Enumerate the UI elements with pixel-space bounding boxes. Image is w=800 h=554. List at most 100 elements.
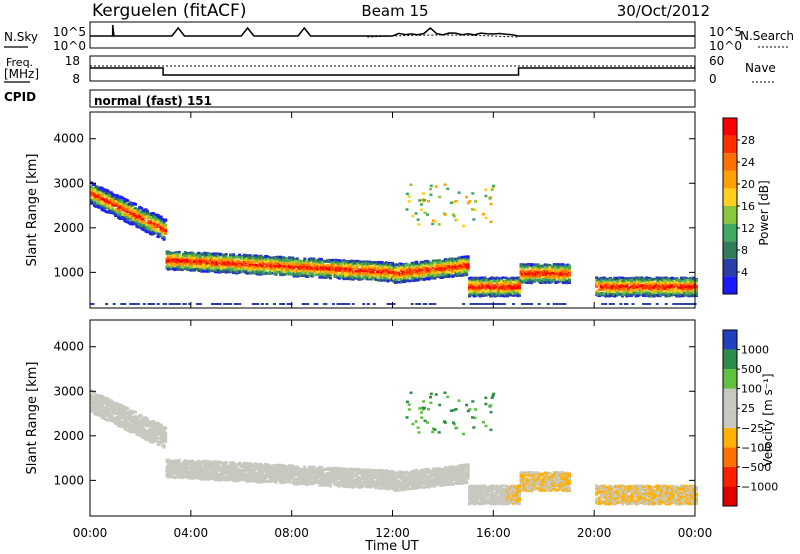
noise-right-tick-top: 10^5	[709, 25, 742, 39]
power-cell	[465, 273, 468, 276]
power-cell	[609, 303, 612, 305]
power-cell	[501, 276, 504, 279]
power-cell	[149, 303, 152, 305]
power-cell	[568, 274, 571, 277]
power-cell	[563, 303, 566, 305]
power-cell	[265, 303, 268, 305]
power-cell	[638, 278, 641, 281]
power-cell	[223, 303, 226, 305]
power-cell	[638, 294, 641, 297]
date-title: 30/Oct/2012	[617, 2, 710, 20]
power-cell	[126, 199, 129, 202]
power-cell	[526, 303, 529, 305]
power-cell	[411, 303, 414, 305]
power-cell	[352, 303, 355, 305]
power-cell	[259, 256, 262, 259]
power-cell	[284, 273, 287, 276]
power-cell	[229, 303, 232, 305]
cpid-label: CPID	[4, 90, 36, 104]
power-cell	[388, 303, 391, 305]
power-cell	[467, 266, 470, 269]
power-cell	[273, 303, 276, 305]
power-cell	[498, 303, 501, 305]
power-cell	[467, 255, 470, 257]
power-cell	[163, 236, 166, 239]
power-cell	[202, 264, 205, 267]
power-cell	[377, 279, 380, 282]
power-cell	[402, 268, 405, 271]
power-cell	[164, 224, 167, 227]
power-cell	[199, 303, 202, 305]
power-cell	[184, 303, 187, 305]
power-cell	[438, 259, 441, 262]
power-cell	[521, 303, 524, 305]
power-cell	[196, 303, 199, 305]
power-cell	[160, 216, 163, 219]
power-cell	[164, 219, 167, 222]
power-cell	[303, 258, 306, 261]
nave-tick-bottom: 0	[709, 72, 717, 86]
power-cell	[480, 277, 483, 280]
noise-right-tick-bottom: 10^0	[709, 39, 742, 53]
nsky-label: N.Sky	[4, 30, 38, 44]
power-cell	[137, 303, 140, 305]
power-cell	[462, 303, 465, 305]
power-cell	[134, 207, 137, 210]
power-cell	[461, 256, 464, 258]
power-cell	[479, 303, 482, 305]
power-cell	[433, 277, 436, 280]
power-cell	[269, 262, 272, 265]
power-cell	[226, 303, 229, 305]
power-cell	[474, 277, 477, 280]
nave-label: Nave	[745, 61, 776, 75]
power-cell	[178, 251, 181, 254]
power-cell	[210, 270, 213, 273]
power-cell	[380, 279, 383, 282]
power-heatmap	[90, 181, 698, 305]
power-cell	[107, 190, 110, 193]
power-cell	[610, 280, 613, 283]
power-cell	[427, 278, 430, 281]
power-cell	[430, 303, 433, 305]
power-cell	[238, 303, 241, 305]
power-cell	[445, 271, 448, 274]
power-cell	[497, 289, 500, 292]
power-cell	[632, 303, 635, 305]
power-cell	[467, 259, 470, 262]
power-cell	[152, 303, 155, 305]
power-cell	[600, 278, 603, 281]
power-cell	[547, 303, 550, 305]
power-cell	[604, 303, 607, 305]
power-cell	[152, 212, 155, 215]
power-cell	[210, 267, 213, 270]
power-cell	[380, 261, 383, 264]
freq-label-2: [MHz]	[4, 67, 39, 81]
power-cell	[337, 273, 340, 276]
power-cell	[157, 229, 160, 232]
power-cell	[423, 278, 426, 281]
power-cell	[541, 265, 544, 268]
power-cell	[509, 294, 512, 297]
power-cell	[164, 230, 167, 233]
power-cell	[240, 268, 243, 271]
power-cell	[396, 281, 399, 284]
power-cell	[303, 303, 306, 305]
power-cell	[282, 303, 285, 305]
power-cell	[612, 303, 615, 305]
power-cell	[125, 208, 128, 211]
power-cell	[213, 253, 216, 256]
power-cell	[324, 303, 327, 305]
power-cell	[518, 294, 521, 297]
power-cell	[134, 303, 137, 305]
freq-tick-bottom: 8	[72, 72, 80, 86]
power-cell	[518, 286, 521, 289]
power-cell	[306, 303, 309, 305]
power-cell	[344, 303, 347, 305]
power-cell	[544, 278, 547, 281]
power-cell	[178, 303, 181, 305]
power-cell	[105, 303, 108, 305]
power-cell	[125, 213, 128, 216]
power-cell	[545, 265, 548, 268]
power-cell	[172, 303, 175, 305]
